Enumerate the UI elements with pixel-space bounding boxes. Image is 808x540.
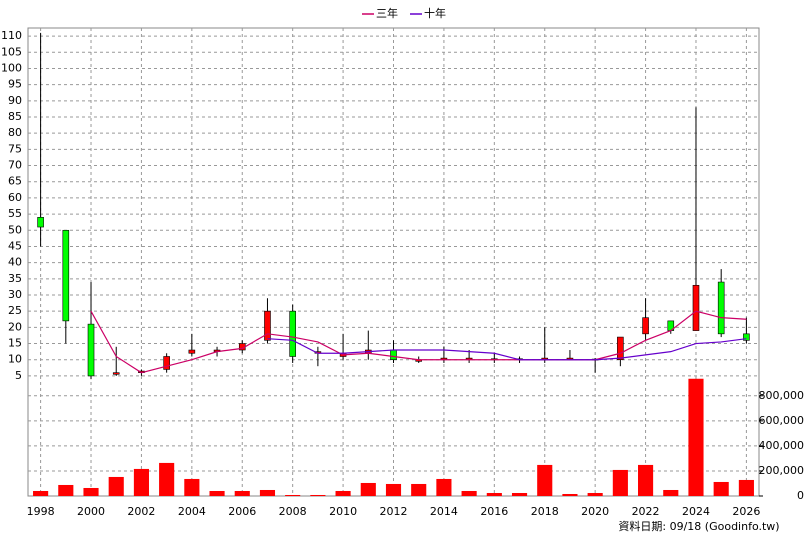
x-tick-label: 2000 — [77, 505, 105, 518]
candle-body — [390, 349, 397, 361]
x-tick-label: 2014 — [430, 505, 458, 518]
y-tick-label: 50 — [8, 223, 22, 236]
y-tick-label: 65 — [8, 175, 22, 188]
volume-bar — [612, 469, 628, 496]
candle-body — [62, 229, 70, 322]
volume-bar — [486, 492, 502, 496]
y-tick-label: 25 — [8, 304, 22, 317]
volume-bar — [638, 464, 654, 496]
y-tick-label: 55 — [8, 207, 22, 220]
candle-body — [188, 349, 196, 354]
volume-bar — [335, 490, 351, 496]
volume-bar — [310, 494, 326, 496]
x-tick-label: 2008 — [279, 505, 307, 518]
x-tick-label: 2010 — [329, 505, 357, 518]
y-tick-label: 45 — [8, 239, 22, 252]
volume-bar — [537, 464, 553, 496]
volume-bar — [436, 478, 452, 496]
y-tick-label: 95 — [8, 78, 22, 91]
volume-bar — [33, 490, 49, 496]
candle-body — [743, 333, 750, 341]
candle-body — [717, 281, 725, 335]
x-tick-label: 2004 — [178, 505, 206, 518]
x-tick-label: 2002 — [127, 505, 155, 518]
volume-bar — [738, 479, 754, 496]
volume-bar — [385, 483, 402, 496]
x-tick-label: 2026 — [732, 505, 760, 518]
y-tick-label: 5 — [15, 369, 22, 382]
ma-line — [267, 338, 747, 361]
y2-tick-label: 400,000 — [759, 439, 805, 452]
volume-bar — [688, 378, 704, 496]
y-tick-label: 35 — [8, 272, 22, 285]
y2-tick-label: 0 — [797, 489, 804, 502]
y2-tick-label: 200,000 — [759, 464, 805, 477]
volume-bar — [58, 484, 74, 496]
candle-body — [642, 317, 649, 335]
candle-body — [112, 372, 120, 375]
volume-bar — [713, 481, 729, 496]
volume-bar — [360, 482, 376, 496]
volume-bar — [259, 489, 276, 496]
y-tick-label: 70 — [8, 159, 22, 172]
candle-body — [264, 310, 271, 341]
volume-bar — [108, 476, 124, 496]
candle-body — [289, 310, 296, 357]
x-tick-label: 2024 — [682, 505, 710, 518]
y-tick-label: 75 — [8, 142, 22, 155]
volume-bar — [285, 494, 301, 496]
volume-bar — [511, 492, 528, 496]
volume-bar — [587, 492, 603, 496]
x-tick-label: 2016 — [480, 505, 508, 518]
y-tick-label: 40 — [8, 256, 22, 269]
x-tick-label: 2018 — [531, 505, 559, 518]
y-tick-label: 85 — [8, 110, 22, 123]
candle-body — [37, 217, 44, 228]
y-tick-label: 60 — [8, 191, 22, 204]
volume-bar — [663, 489, 679, 496]
y2-tick-label: 800,000 — [759, 389, 805, 402]
x-tick-label: 2006 — [228, 505, 256, 518]
legend-label: 十年 — [424, 6, 446, 20]
volume-bar — [83, 487, 99, 496]
y-tick-label: 15 — [8, 337, 22, 350]
y-tick-label: 10 — [8, 353, 22, 366]
volume-bar — [411, 483, 427, 496]
x-tick-label: 2020 — [581, 505, 609, 518]
volume-bar — [133, 468, 149, 496]
y-tick-label: 20 — [8, 320, 22, 333]
footnote: 資料日期: 09/18 (Goodinfo.tw) — [618, 519, 779, 533]
y-tick-label: 80 — [8, 126, 22, 139]
x-tick-label: 2022 — [632, 505, 660, 518]
y2-tick-label: 600,000 — [759, 414, 805, 427]
candle-body — [692, 284, 700, 331]
candle-body — [617, 336, 624, 361]
candle-body — [87, 323, 95, 377]
y-tick-label: 30 — [8, 288, 22, 301]
volume-bar — [562, 493, 578, 496]
ma-line — [90, 310, 747, 374]
y-tick-label: 110 — [1, 29, 22, 42]
volume-bar — [184, 478, 200, 496]
y-tick-label: 105 — [1, 45, 22, 58]
x-tick-label: 1998 — [27, 505, 55, 518]
legend-label: 三年 — [376, 6, 398, 20]
volume-bar — [209, 490, 225, 496]
volume-bar — [159, 462, 175, 496]
candle-body — [163, 356, 170, 370]
y-tick-label: 100 — [1, 61, 22, 74]
x-tick-label: 2012 — [380, 505, 408, 518]
volume-bar — [461, 490, 477, 496]
y-tick-label: 90 — [8, 94, 22, 107]
volume-bar — [234, 490, 250, 496]
